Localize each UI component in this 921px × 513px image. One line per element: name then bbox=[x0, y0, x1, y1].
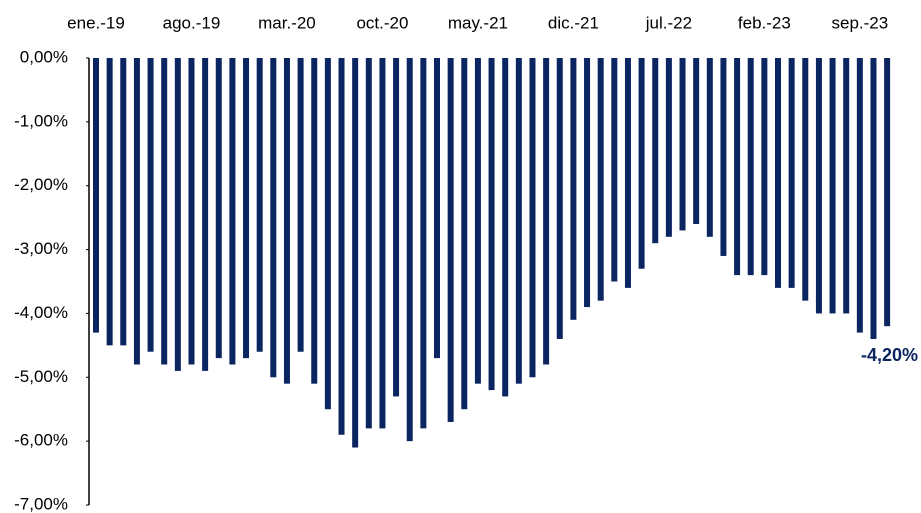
bar bbox=[843, 58, 850, 314]
bar bbox=[379, 58, 386, 429]
bar bbox=[447, 58, 454, 422]
bar bbox=[161, 58, 168, 365]
bar bbox=[788, 58, 795, 288]
bar bbox=[543, 58, 550, 365]
y-tick-label: 0,00% bbox=[20, 47, 68, 66]
bar bbox=[365, 58, 372, 429]
x-tick-label: ene.-19 bbox=[67, 13, 125, 32]
bar bbox=[434, 58, 440, 359]
bar bbox=[747, 58, 754, 276]
bar bbox=[775, 58, 781, 288]
bar bbox=[106, 58, 113, 346]
bar bbox=[461, 58, 468, 410]
bar bbox=[133, 58, 140, 365]
bar bbox=[652, 58, 659, 244]
bar bbox=[597, 58, 604, 301]
bar bbox=[665, 58, 672, 237]
bar bbox=[502, 58, 509, 397]
bar bbox=[761, 58, 768, 276]
bar bbox=[256, 58, 263, 352]
bar bbox=[393, 58, 400, 397]
bar bbox=[93, 58, 99, 333]
bar bbox=[215, 58, 222, 359]
y-tick-label: -4,00% bbox=[14, 303, 68, 322]
bar bbox=[870, 58, 877, 339]
bar bbox=[406, 58, 413, 442]
bar bbox=[488, 58, 495, 391]
y-tick-label: -1,00% bbox=[14, 111, 68, 130]
bar bbox=[202, 58, 209, 371]
y-tick-label: -5,00% bbox=[14, 367, 68, 386]
bar bbox=[706, 58, 713, 237]
y-tick-label: -7,00% bbox=[14, 494, 68, 513]
bar bbox=[174, 58, 181, 371]
bar bbox=[147, 58, 154, 352]
bar bbox=[720, 58, 727, 256]
bar bbox=[352, 58, 359, 448]
x-tick-label: dic.-21 bbox=[548, 13, 599, 32]
bar bbox=[570, 58, 577, 320]
bar bbox=[734, 58, 741, 276]
bar bbox=[297, 58, 304, 352]
y-tick-label: -6,00% bbox=[14, 431, 68, 450]
bar bbox=[324, 58, 331, 410]
bar bbox=[338, 58, 345, 435]
bar bbox=[856, 58, 863, 333]
bar bbox=[802, 58, 809, 301]
x-tick-label: oct.-20 bbox=[356, 13, 408, 32]
x-tick-label: jul.-22 bbox=[645, 13, 692, 32]
bar bbox=[624, 58, 631, 288]
bar bbox=[611, 58, 618, 282]
bar bbox=[243, 58, 250, 359]
x-tick-label: ago.-19 bbox=[163, 13, 221, 32]
bar bbox=[420, 58, 427, 429]
bar bbox=[515, 58, 522, 384]
bar bbox=[815, 58, 822, 314]
bar bbox=[270, 58, 277, 378]
x-tick-label: may.-21 bbox=[448, 13, 508, 32]
y-tick-label: -2,00% bbox=[14, 175, 68, 194]
bar bbox=[679, 58, 686, 231]
bar bbox=[829, 58, 836, 314]
x-tick-label: sep.-23 bbox=[831, 13, 888, 32]
bar bbox=[529, 58, 536, 378]
x-tick-label: mar.-20 bbox=[258, 13, 316, 32]
bar bbox=[556, 58, 563, 339]
bar bbox=[474, 58, 481, 384]
x-tick-label: feb.-23 bbox=[738, 13, 791, 32]
bar bbox=[638, 58, 645, 269]
bar bbox=[188, 58, 195, 365]
value-label: -4,20% bbox=[861, 345, 918, 365]
bar bbox=[229, 58, 236, 365]
y-tick-label: -3,00% bbox=[14, 239, 68, 258]
bar bbox=[311, 58, 318, 384]
bar bbox=[884, 58, 891, 327]
bar bbox=[693, 58, 700, 225]
bar bbox=[283, 58, 290, 384]
bar bbox=[584, 58, 591, 308]
bar bbox=[120, 58, 127, 346]
